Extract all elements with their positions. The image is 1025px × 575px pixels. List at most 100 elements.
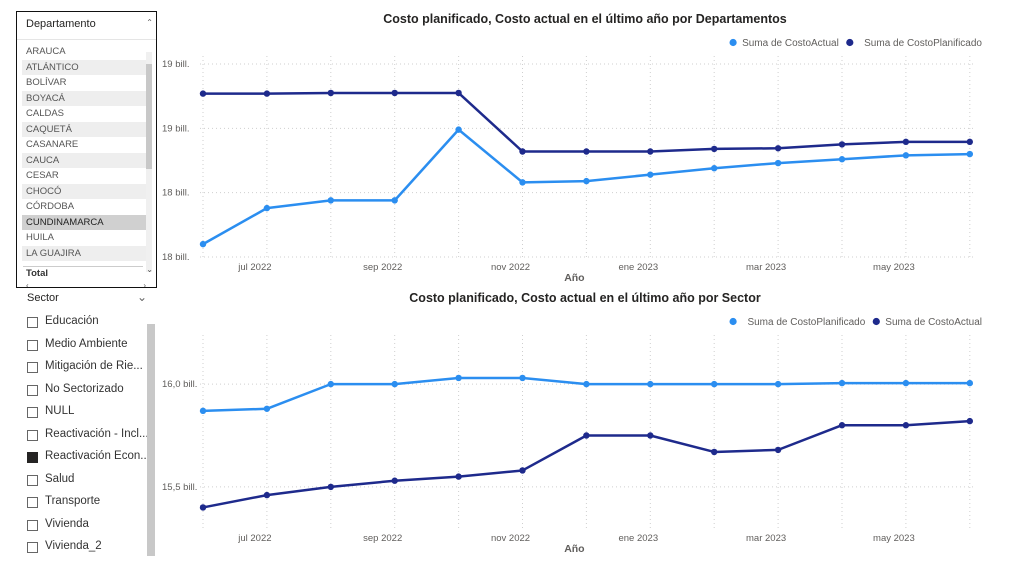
horizontal-scrollbar[interactable]: ‹ › [26, 281, 146, 288]
data-point[interactable] [647, 380, 654, 388]
slicer-item[interactable]: Educación [27, 314, 149, 334]
table-row[interactable]: CHOCÓ [22, 183, 147, 199]
sector-slicer[interactable]: Sector ⌄ Educación Medio Ambiente Mitigaci… [25, 290, 155, 565]
data-point[interactable] [199, 407, 207, 415]
slicer-item[interactable]: Vivienda [27, 517, 149, 537]
data-point[interactable] [327, 483, 334, 491]
table-row[interactable]: BOYACÁ [22, 90, 147, 106]
checkbox[interactable] [27, 339, 38, 351]
checkbox[interactable] [27, 497, 38, 508]
slicer-item[interactable]: Transporte [27, 494, 149, 514]
checkbox[interactable] [27, 407, 38, 418]
scroll-down-icon[interactable]: ⌄ [146, 265, 153, 274]
data-point[interactable] [966, 138, 973, 146]
slicer-scrollbar[interactable] [147, 324, 155, 556]
data-point[interactable] [774, 159, 782, 167]
slicer-item[interactable]: No Sectorizado [27, 382, 149, 402]
data-point[interactable] [838, 156, 846, 163]
data-point[interactable] [966, 417, 973, 425]
table-row[interactable]: CAUCA [22, 152, 147, 168]
data-point[interactable] [455, 473, 462, 480]
table-row[interactable]: HUILA [26, 232, 54, 243]
data-point[interactable] [902, 138, 910, 146]
scroll-right-icon[interactable]: › [143, 281, 146, 288]
table-row[interactable]: ARAUCA [26, 46, 66, 57]
data-point[interactable] [838, 422, 846, 429]
checkbox[interactable] [27, 384, 38, 396]
scroll-left-icon[interactable]: ‹ [26, 281, 29, 288]
data-point[interactable] [902, 379, 910, 387]
data-point[interactable] [838, 141, 846, 148]
data-point[interactable] [263, 405, 271, 412]
table-row[interactable]: CASANARE [26, 139, 79, 150]
table-row[interactable]: CAQUETÁ [22, 121, 147, 137]
data-point[interactable] [391, 477, 398, 484]
checkbox[interactable] [27, 519, 38, 531]
checkbox[interactable] [27, 452, 38, 463]
table-row[interactable]: CUNDINAMARCA [22, 214, 147, 230]
data-point[interactable] [711, 380, 718, 388]
table-row[interactable]: CESAR [26, 170, 59, 181]
sector-line-chart[interactable]: Costo planificado, Costo actual en el úl… [160, 283, 990, 568]
caret-up-icon[interactable]: ⌃ [146, 18, 153, 27]
table-row[interactable]: LA GUAJIRA [22, 245, 147, 261]
data-point[interactable] [583, 432, 590, 439]
data-point[interactable] [838, 379, 846, 387]
data-point[interactable] [327, 197, 334, 204]
data-point[interactable] [327, 89, 334, 97]
table-row[interactable]: BOLÍVAR [26, 77, 67, 88]
data-point[interactable] [455, 89, 462, 97]
data-point[interactable] [647, 148, 654, 155]
table-row[interactable]: CALDAS [26, 108, 65, 119]
data-point[interactable] [199, 90, 207, 97]
data-point[interactable] [711, 165, 718, 172]
data-point[interactable] [583, 380, 590, 388]
data-point[interactable] [263, 204, 271, 212]
data-point[interactable] [519, 374, 526, 382]
data-point[interactable] [263, 90, 271, 97]
slicer-item[interactable]: Vivienda_2 [27, 539, 149, 559]
data-point[interactable] [711, 145, 718, 153]
data-point[interactable] [647, 432, 654, 439]
data-point[interactable] [391, 197, 398, 204]
data-point[interactable] [774, 145, 782, 152]
slicer-item[interactable]: Reactivación Econ... [27, 449, 150, 469]
data-point[interactable] [391, 380, 398, 388]
data-point[interactable] [263, 491, 271, 499]
data-point[interactable] [711, 448, 718, 456]
data-point[interactable] [199, 504, 207, 511]
slicer-item[interactable]: Reactivación - Incl... [27, 427, 149, 447]
data-point[interactable] [774, 380, 782, 388]
data-point[interactable] [519, 467, 526, 474]
data-point[interactable] [519, 148, 526, 155]
data-point[interactable] [774, 446, 782, 454]
data-point[interactable] [583, 148, 590, 155]
departamentos-line-chart[interactable]: Costo planificado, Costo actual en el úl… [160, 4, 990, 289]
data-point[interactable] [647, 171, 654, 178]
scrollbar-thumb[interactable] [146, 64, 152, 169]
data-point[interactable] [966, 150, 973, 158]
slicer-item[interactable]: NULL [27, 404, 149, 424]
checkbox[interactable] [27, 474, 38, 486]
data-point[interactable] [391, 89, 398, 97]
checkbox[interactable] [27, 317, 38, 328]
table-row[interactable]: ATLÁNTICO [22, 59, 147, 75]
data-point[interactable] [902, 422, 910, 429]
departamento-table[interactable]: Departamento ⌃ ARAUCA ATLÁNTICO BOLÍVAR BOY… [16, 11, 157, 288]
chevron-down-icon[interactable]: ⌄ [137, 290, 148, 304]
slicer-item[interactable]: Salud [27, 472, 149, 492]
data-point[interactable] [902, 152, 910, 159]
data-point[interactable] [966, 379, 973, 387]
checkbox[interactable] [27, 362, 38, 373]
table-row[interactable]: CÓRDOBA [26, 201, 75, 212]
data-point[interactable] [455, 374, 462, 382]
data-point[interactable] [199, 240, 207, 248]
data-point[interactable] [327, 380, 334, 388]
checkbox[interactable] [27, 542, 38, 553]
table-header[interactable]: Departamento ⌃ [17, 12, 156, 40]
data-point[interactable] [519, 179, 526, 186]
data-point[interactable] [583, 177, 590, 185]
checkbox[interactable] [27, 429, 38, 441]
data-point[interactable] [455, 126, 462, 133]
slicer-item[interactable]: Mitigación de Rie... [27, 359, 149, 379]
